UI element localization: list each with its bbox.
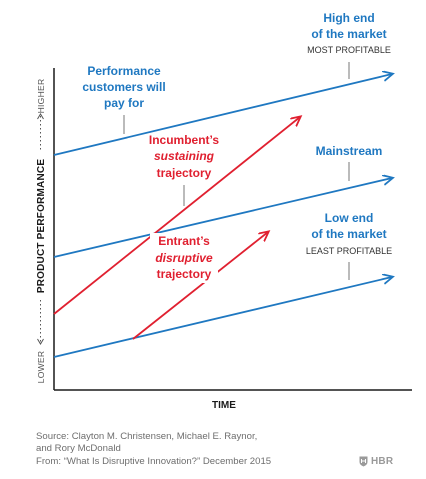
mainstream-line: [53, 178, 392, 258]
incumbent-label-1: Incumbent’s: [149, 133, 220, 147]
performance-label-2: customers will: [82, 80, 165, 94]
entrant-label: Entrant’s disruptive trajectory: [150, 233, 218, 283]
high-end-title-1: High end: [323, 11, 374, 25]
incumbent-trajectory-line: [53, 117, 300, 315]
hbr-logo: HBR: [359, 455, 393, 467]
high-end-label: High end of the market MOST PROFITABLE: [307, 11, 391, 55]
entrant-label-3: trajectory: [157, 267, 212, 281]
low-end-title-1: Low end: [325, 211, 374, 225]
entrant-trajectory-line: [132, 232, 268, 340]
source-line-1: Source: Clayton M. Christensen, Michael …: [36, 431, 258, 442]
y-axis-higher-label: HIGHER: [36, 79, 46, 114]
shield-icon: [359, 456, 368, 466]
entrant-label-1: Entrant’s: [158, 234, 210, 248]
low-end-line: [53, 277, 392, 358]
entrant-label-2: disruptive: [155, 251, 213, 265]
performance-label: Performance customers will pay for: [82, 64, 165, 110]
high-end-line: [53, 74, 392, 156]
source-line-2: and Rory McDonald: [36, 443, 121, 455]
high-end-title-2: of the market: [311, 27, 386, 41]
hbr-brand-text: HBR: [371, 455, 394, 467]
source-note: Source: Clayton M. Christensen, Michael …: [36, 431, 336, 468]
x-axis-title: TIME: [212, 400, 236, 411]
incumbent-label-2: sustaining: [154, 149, 215, 163]
incumbent-label: Incumbent’s sustaining trajectory: [149, 133, 220, 180]
performance-label-1: Performance: [87, 64, 161, 78]
performance-label-3: pay for: [104, 96, 144, 110]
y-axis-lower-label: LOWER: [36, 351, 46, 384]
y-axis-title: PRODUCT PERFORMANCE: [36, 159, 47, 293]
high-end-subtitle: MOST PROFITABLE: [307, 45, 391, 55]
y-axis-higher-arrow: [37, 113, 44, 120]
low-end-label: Low end of the market LEAST PROFITABLE: [306, 211, 392, 256]
low-end-subtitle: LEAST PROFITABLE: [306, 246, 392, 256]
y-axis-lower-arrow: [37, 338, 44, 345]
incumbent-label-3: trajectory: [157, 166, 212, 180]
source-line-3: From: “What Is Disruptive Innovation?” D…: [36, 455, 272, 467]
mainstream-label: Mainstream: [316, 144, 383, 158]
low-end-title-2: of the market: [311, 227, 386, 241]
